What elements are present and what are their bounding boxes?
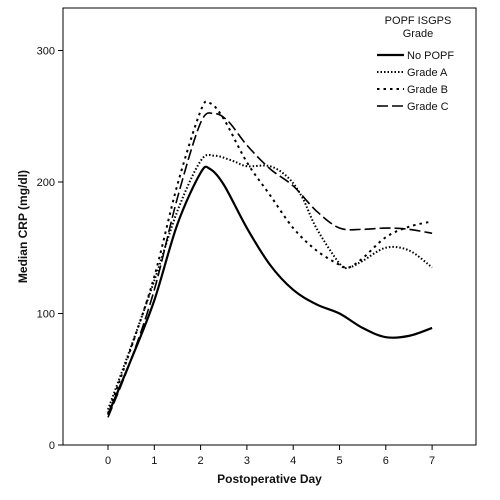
x-tick-label: 5: [336, 455, 342, 467]
legend-entries: No POPF Grade A Grade B Grade C: [377, 50, 454, 113]
y-tick-label: 100: [37, 309, 55, 321]
x-tick-label: 3: [244, 455, 250, 467]
y-tick-label: 0: [49, 440, 55, 452]
series-line-grade-c: [107, 112, 433, 418]
x-tick-label: 4: [290, 455, 296, 467]
legend: POPF ISGPS Grade No POPF Grade A Grade B Gr…: [377, 15, 454, 113]
legend-label-grade-a: Grade A: [407, 67, 448, 79]
x-axis-ticks: 0 1 2 3 4 5 6 7: [105, 445, 435, 467]
legend-label-grade-b: Grade B: [407, 84, 448, 96]
legend-label-no-popf: No POPF: [407, 50, 454, 62]
series-lines: [106, 100, 433, 418]
legend-label-grade-c: Grade C: [407, 101, 449, 113]
series-line-grade-b: [107, 100, 433, 414]
y-axis-title: Median CRP (mg/dl): [16, 170, 30, 283]
y-axis-ticks: 0 100 200 300: [37, 46, 63, 452]
legend-title-line2: Grade: [403, 28, 434, 40]
legend-title-line1: POPF ISGPS: [385, 15, 452, 27]
x-tick-label: 6: [383, 455, 389, 467]
series-line-no-popf: [106, 165, 433, 416]
x-tick-label: 7: [429, 455, 435, 467]
x-tick-label: 1: [151, 455, 157, 467]
x-tick-label: 2: [198, 455, 204, 467]
plot-frame: [62, 7, 477, 446]
series-line-grade-a: [107, 153, 433, 410]
x-axis-title: Postoperative Day: [217, 472, 322, 486]
y-tick-label: 200: [37, 177, 55, 189]
y-tick-label: 300: [37, 46, 55, 58]
x-tick-label: 0: [105, 455, 111, 467]
